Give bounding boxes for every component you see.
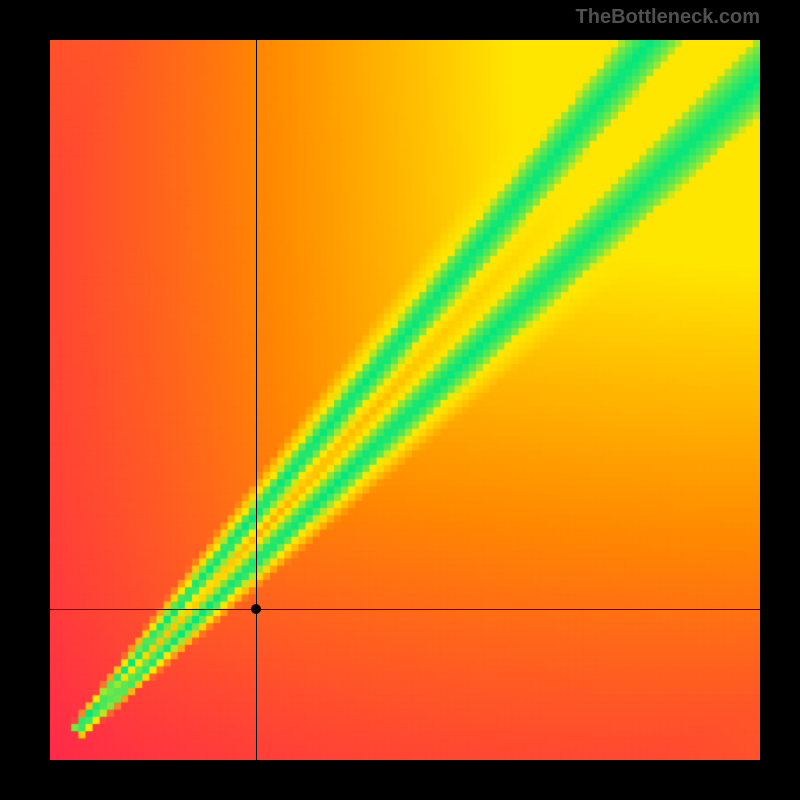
heatmap-canvas <box>50 40 760 760</box>
chart-container: TheBottleneck.com <box>0 0 800 800</box>
watermark-text: TheBottleneck.com <box>576 6 760 29</box>
crosshair-vertical <box>256 40 257 760</box>
marker-dot <box>251 604 261 614</box>
heatmap-plot-area <box>50 40 760 760</box>
crosshair-horizontal <box>50 609 760 610</box>
